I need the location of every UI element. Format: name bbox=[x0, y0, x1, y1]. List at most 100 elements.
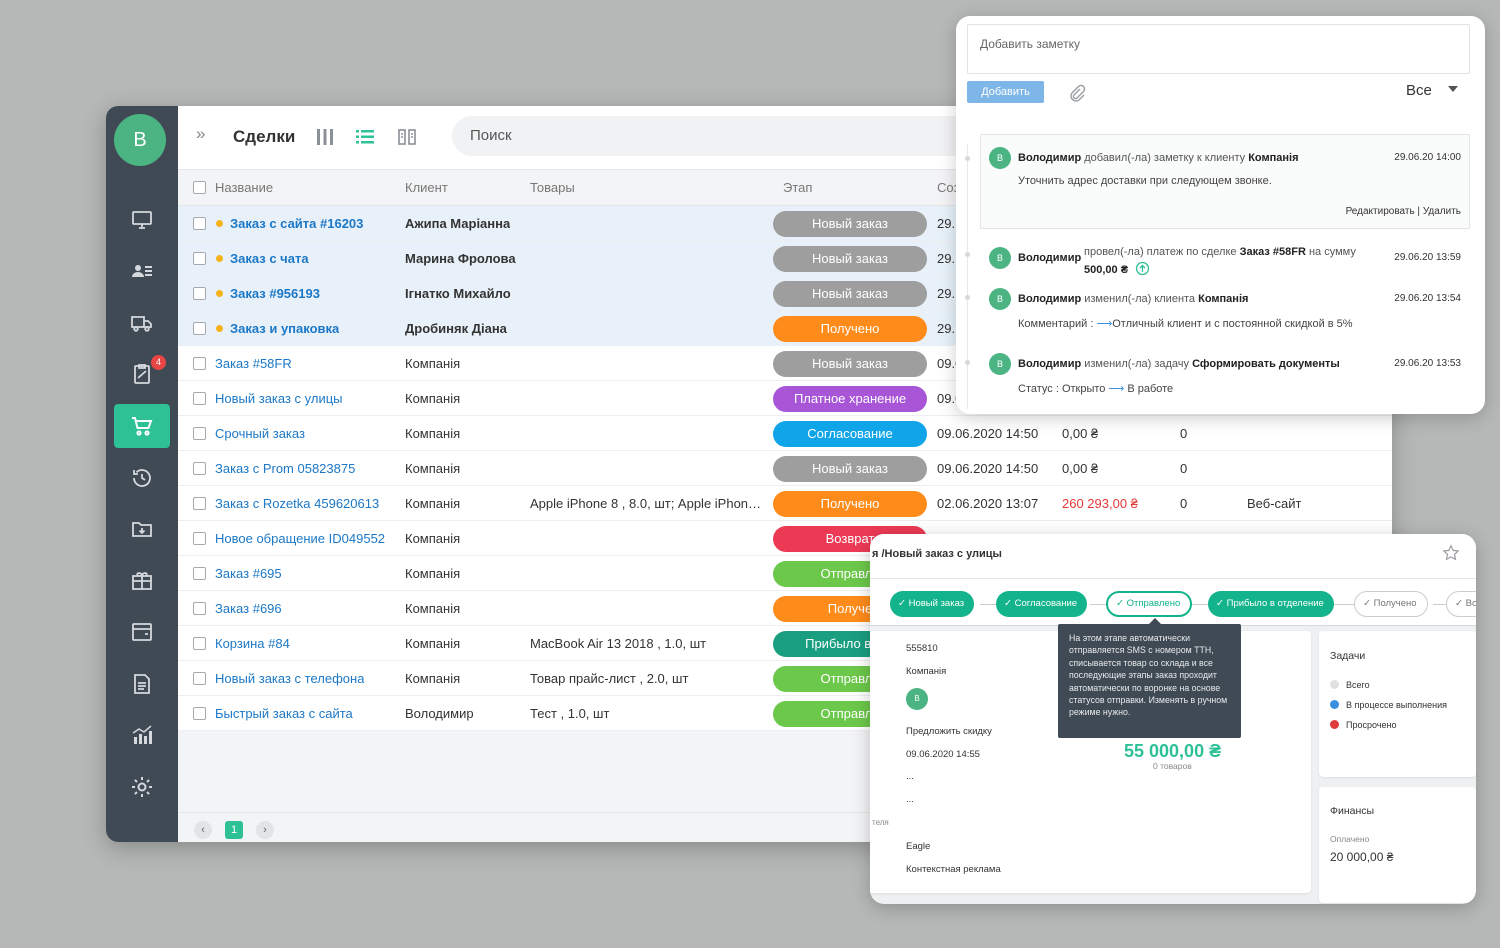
paperclip-icon[interactable] bbox=[1068, 84, 1086, 102]
row-checkbox[interactable] bbox=[193, 217, 206, 230]
stage-shipped[interactable]: ✓ Отправлено bbox=[1106, 591, 1193, 617]
deal-name-link[interactable]: Корзина #84 bbox=[215, 636, 290, 651]
deal-name-link[interactable]: Заказ #58FR bbox=[215, 356, 292, 371]
row-checkbox[interactable] bbox=[193, 427, 206, 440]
deal-name-link[interactable]: Заказ с Prom 05823875 bbox=[215, 461, 356, 476]
row-checkbox[interactable] bbox=[193, 532, 206, 545]
stage-badge[interactable]: Получено bbox=[773, 316, 927, 342]
stage-badge[interactable]: Новый заказ bbox=[773, 211, 927, 237]
sidebar-item-orders[interactable] bbox=[114, 404, 170, 448]
deal-brand: Eagle bbox=[906, 841, 931, 852]
row-checkbox[interactable] bbox=[193, 357, 206, 370]
chevron-down-icon[interactable] bbox=[1448, 86, 1458, 92]
sidebar-item-products[interactable] bbox=[106, 555, 178, 607]
star-icon[interactable] bbox=[1442, 544, 1460, 562]
sidebar-item-dashboard[interactable] bbox=[106, 194, 178, 246]
deal-goods: MacBook Air 13 2018 , 1.0, шт bbox=[530, 636, 707, 651]
columns-view-icon[interactable] bbox=[396, 126, 418, 148]
stage-approval[interactable]: ✓ Согласование bbox=[996, 591, 1088, 617]
tasks-in-progress[interactable]: В процессе выполнения bbox=[1330, 700, 1447, 710]
deal-name-link[interactable]: Заказ с сайта #16203 bbox=[230, 216, 364, 231]
row-checkbox[interactable] bbox=[193, 567, 206, 580]
row-checkbox[interactable] bbox=[193, 672, 206, 685]
column-stage[interactable]: Этап bbox=[783, 180, 813, 195]
row-checkbox[interactable] bbox=[193, 602, 206, 615]
deal-goods bbox=[530, 591, 765, 626]
column-created[interactable]: Соз bbox=[937, 180, 960, 195]
deal-goods bbox=[530, 416, 765, 451]
sidebar-item-finance[interactable] bbox=[106, 607, 178, 659]
tasks-overdue[interactable]: Просрочено bbox=[1330, 720, 1396, 730]
row-checkbox[interactable] bbox=[193, 392, 206, 405]
select-all-checkbox[interactable] bbox=[193, 181, 206, 194]
stage-badge[interactable]: Получено bbox=[773, 491, 927, 517]
deal-goods bbox=[530, 241, 765, 276]
deal-name-link[interactable]: Заказ и упаковка bbox=[230, 321, 340, 336]
next-page-button[interactable]: › bbox=[256, 821, 274, 839]
row-checkbox[interactable] bbox=[193, 252, 206, 265]
stage-badge[interactable]: Новый заказ bbox=[773, 281, 927, 307]
deal-name-link[interactable]: Быстрый заказ с сайта bbox=[215, 706, 353, 721]
activity-text: Володимир изменил(-ла) задачу Сформирова… bbox=[1018, 358, 1340, 370]
stage-badge[interactable]: Новый заказ bbox=[773, 351, 927, 377]
deal-company[interactable]: Компанія bbox=[906, 666, 947, 677]
deal-name-link[interactable]: Заказ с Rozetka 459620613 bbox=[215, 496, 380, 511]
deal-name-link[interactable]: Новый заказ с телефона bbox=[215, 671, 365, 686]
column-goods[interactable]: Товары bbox=[530, 180, 575, 195]
tasks-total[interactable]: Всего bbox=[1330, 680, 1370, 690]
expand-sidebar-button[interactable]: » bbox=[196, 124, 206, 143]
stage-arrived[interactable]: ✓ Прибыло в отделение bbox=[1208, 591, 1334, 617]
stage-badge[interactable]: Новый заказ bbox=[773, 456, 927, 482]
deal-name-link[interactable]: Заказ #696 bbox=[215, 601, 282, 616]
deal-name-link[interactable]: Срочный заказ bbox=[215, 426, 305, 441]
sidebar-item-import[interactable] bbox=[106, 504, 178, 556]
deal-name-link[interactable]: Заказ #695 bbox=[215, 566, 282, 581]
stage-connector bbox=[980, 604, 996, 605]
table-row[interactable]: Заказ с Rozetka 459620613 Компанія Apple i… bbox=[178, 486, 1392, 521]
user-avatar[interactable]: В bbox=[114, 114, 166, 166]
current-page[interactable]: 1 bbox=[225, 821, 243, 839]
deal-quantity: 0 bbox=[1180, 426, 1188, 441]
import-icon bbox=[132, 522, 152, 538]
stage-badge[interactable]: Согласование bbox=[773, 421, 927, 447]
offer-discount-link[interactable]: Предложить скидку bbox=[906, 726, 992, 737]
list-view-icon[interactable] bbox=[354, 126, 376, 148]
sidebar-item-delivery[interactable] bbox=[106, 297, 178, 349]
table-row[interactable]: Заказ с Prom 05823875 Компанія Новый заказ… bbox=[178, 451, 1392, 486]
deal-created-date: 29. bbox=[937, 321, 956, 336]
sidebar-item-analytics[interactable] bbox=[106, 710, 178, 762]
sidebar-item-contacts[interactable] bbox=[106, 246, 178, 298]
row-checkbox[interactable] bbox=[193, 462, 206, 475]
deal-name-link[interactable]: Новый заказ с улицы bbox=[215, 391, 343, 406]
row-checkbox[interactable] bbox=[193, 497, 206, 510]
row-checkbox[interactable] bbox=[193, 707, 206, 720]
deal-quantity: 0 bbox=[1180, 461, 1188, 476]
deal-name-link[interactable]: Заказ с чата bbox=[230, 251, 309, 266]
prev-page-button[interactable]: ‹ bbox=[194, 821, 212, 839]
note-input[interactable]: Добавить заметку bbox=[967, 24, 1470, 74]
stage-badge[interactable]: Платное хранение bbox=[773, 386, 927, 412]
table-row[interactable]: Срочный заказ Компанія Согласование 09.06.2… bbox=[178, 416, 1392, 451]
sidebar-item-documents[interactable] bbox=[106, 658, 178, 710]
sidebar-item-tasks[interactable]: 4 bbox=[106, 349, 178, 401]
sidebar-item-history[interactable] bbox=[106, 452, 178, 504]
stage-new-order[interactable]: ✓ Новый заказ bbox=[890, 591, 975, 617]
delete-note-link[interactable]: Удалить bbox=[1422, 206, 1461, 217]
column-name[interactable]: Название bbox=[215, 180, 274, 195]
stage-badge[interactable]: Новый заказ bbox=[773, 246, 927, 272]
add-note-button[interactable]: Добавить bbox=[967, 81, 1044, 103]
row-checkbox[interactable] bbox=[193, 322, 206, 335]
stage-return[interactable]: ✓ Во bbox=[1446, 591, 1476, 617]
sidebar-item-settings[interactable] bbox=[106, 761, 178, 813]
edit-note-link[interactable]: Редактировать bbox=[1345, 206, 1415, 217]
column-client[interactable]: Клиент bbox=[405, 180, 448, 195]
row-checkbox[interactable] bbox=[193, 637, 206, 650]
stage-received[interactable]: ✓ Получено bbox=[1354, 591, 1428, 617]
activity-filter-select[interactable]: Все bbox=[1406, 82, 1432, 99]
kanban-view-icon[interactable] bbox=[314, 126, 336, 148]
arrow-up-circle-icon bbox=[1135, 261, 1150, 276]
search-input[interactable]: Поиск bbox=[452, 116, 1012, 156]
deal-name-link[interactable]: Заказ #956193 bbox=[230, 286, 320, 301]
deal-name-link[interactable]: Новое обращение ID049552 bbox=[215, 531, 386, 546]
row-checkbox[interactable] bbox=[193, 287, 206, 300]
